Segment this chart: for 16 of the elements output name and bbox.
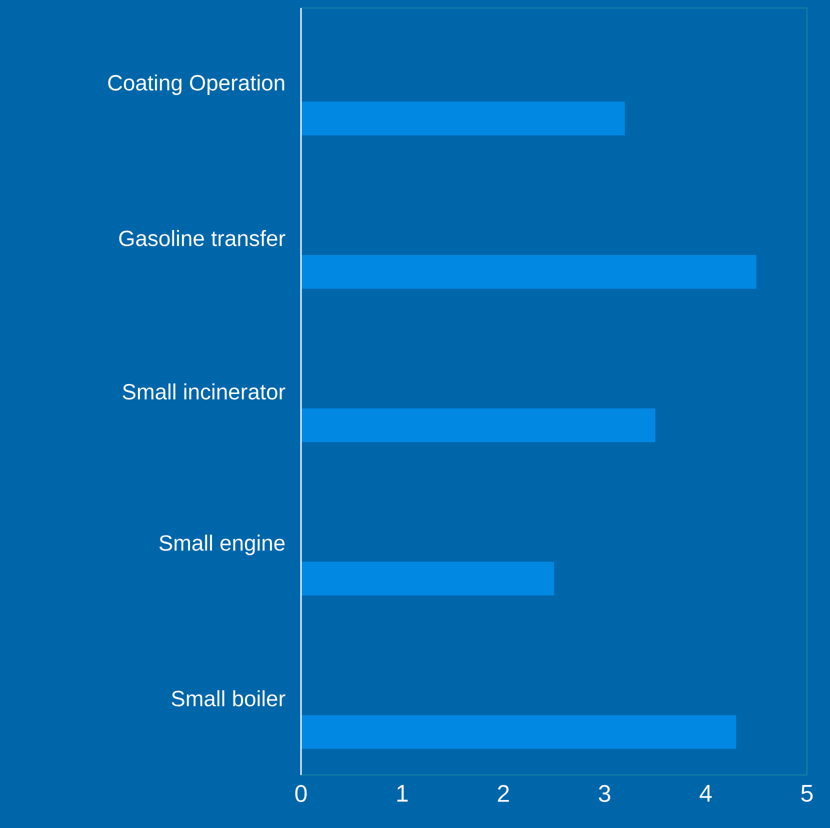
y-tick-label: Small incinerator	[122, 383, 286, 400]
y-tick-label: Small boiler	[172, 690, 286, 706]
bar	[301, 408, 656, 442]
bar	[301, 102, 625, 136]
x-tick-label: 5	[801, 785, 813, 802]
y-tick-label: Coating Operation	[108, 74, 284, 95]
x-tick-label: 1	[397, 785, 408, 802]
bar	[301, 562, 554, 596]
y-tick-label: Gasoline transfer	[119, 230, 286, 246]
y-tick-label: Small engine	[159, 534, 285, 556]
bar	[301, 715, 736, 749]
x-tick-label: 4	[700, 785, 712, 802]
x-tick-label: 2	[498, 785, 509, 802]
bar	[301, 254, 756, 289]
x-tick-label: 0	[295, 785, 307, 802]
x-tick-label: 3	[598, 785, 610, 802]
